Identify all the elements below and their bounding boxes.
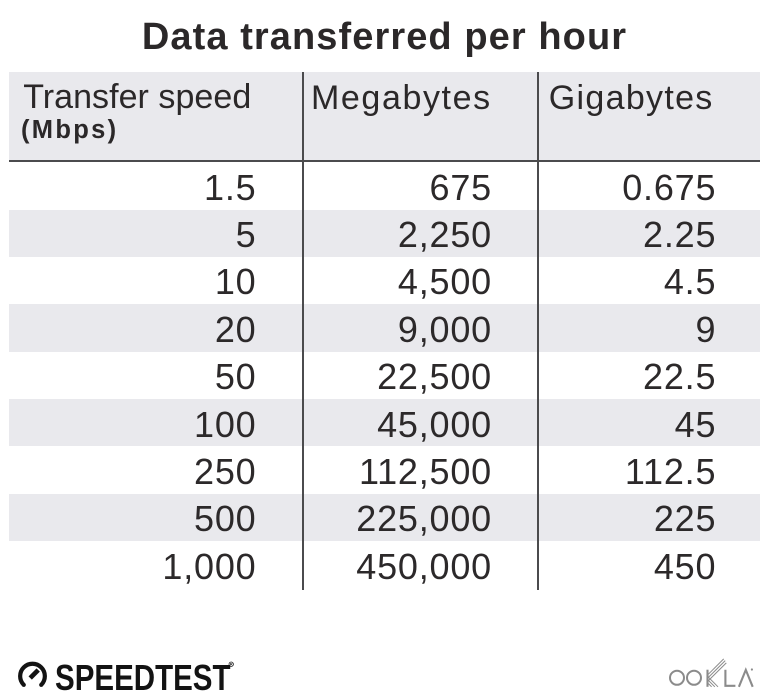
svg-text:R: R [230,662,233,666]
